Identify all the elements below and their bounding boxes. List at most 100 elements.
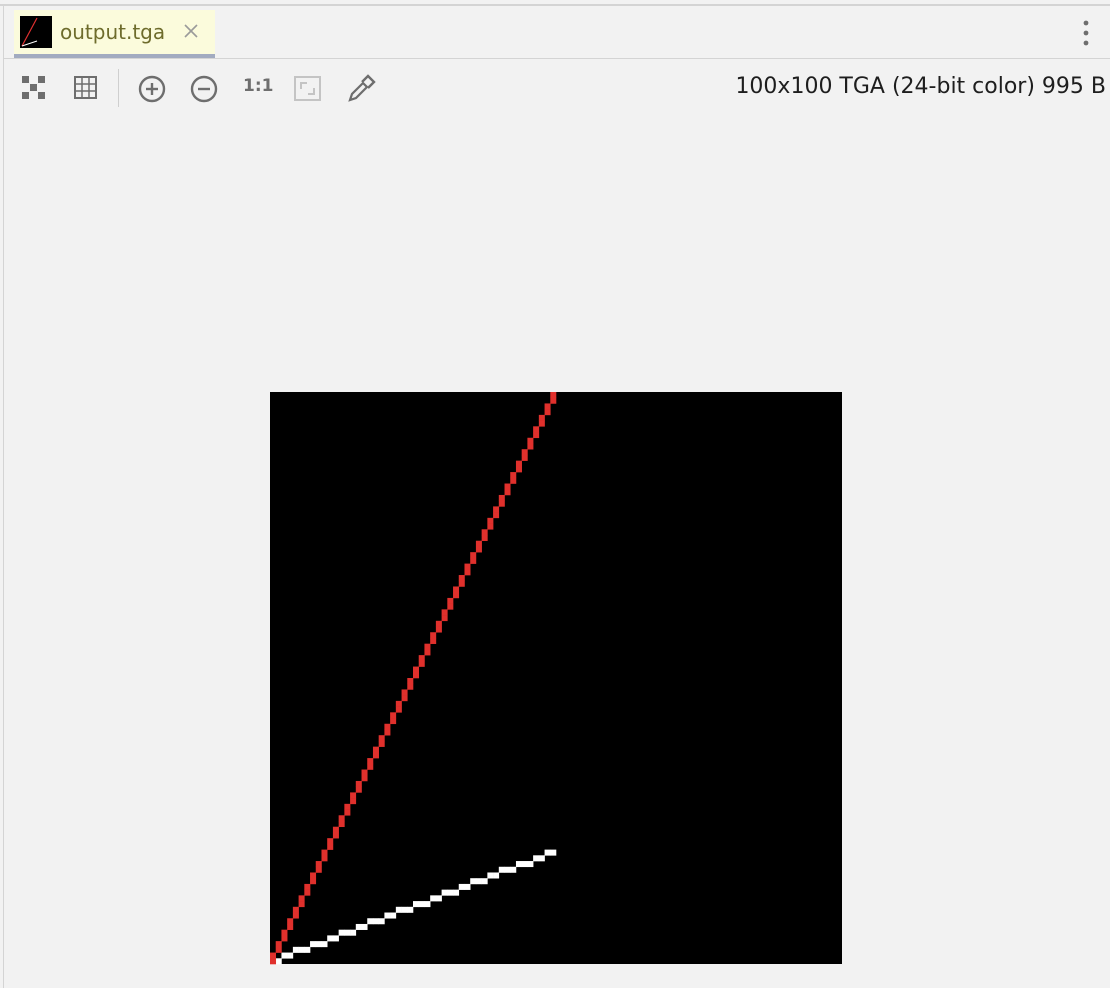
white-line-pixel <box>270 958 277 965</box>
red-line-pixel <box>481 529 488 536</box>
red-line-pixel <box>281 935 288 942</box>
white-line-pixel <box>515 861 522 868</box>
red-line-pixel <box>355 780 362 787</box>
white-line-pixel <box>447 889 454 896</box>
red-line-pixel <box>384 723 391 730</box>
red-line-pixel <box>287 923 294 930</box>
red-line-pixel <box>458 580 465 587</box>
red-line-pixel <box>327 838 334 845</box>
red-line-pixel <box>487 523 494 530</box>
white-line-pixel <box>407 906 414 913</box>
red-line-pixel <box>361 775 368 782</box>
red-line-pixel <box>401 689 408 696</box>
white-line-pixel <box>424 901 431 908</box>
zoom-in-button[interactable] <box>138 75 166 103</box>
red-line-pixel <box>281 929 288 936</box>
editor-tab[interactable]: output.tga <box>14 10 215 58</box>
red-line-pixel <box>544 409 551 416</box>
red-line-pixel <box>498 494 505 501</box>
toolbar-separator <box>118 69 119 107</box>
red-line-pixel <box>321 849 328 856</box>
close-tab-button[interactable] <box>182 22 200 40</box>
red-line-pixel <box>504 483 511 490</box>
white-line-pixel <box>550 849 557 856</box>
red-line-pixel <box>361 769 368 776</box>
red-line-pixel <box>538 420 545 427</box>
red-line-pixel <box>498 500 505 507</box>
zoom-out-button[interactable] <box>190 75 218 103</box>
white-line-pixel <box>390 912 397 919</box>
red-line-pixel <box>464 563 471 570</box>
red-line-pixel <box>378 740 385 747</box>
white-line-pixel <box>401 906 408 913</box>
red-line-pixel <box>475 546 482 553</box>
white-line-pixel <box>418 901 425 908</box>
white-line-pixel <box>367 918 374 925</box>
white-line-pixel <box>481 878 488 885</box>
white-line-pixel <box>498 866 505 873</box>
white-line-pixel <box>538 855 545 862</box>
red-line-pixel <box>538 414 545 421</box>
white-line-pixel <box>281 952 288 959</box>
red-line-pixel <box>315 866 322 873</box>
white-line-pixel <box>441 889 448 896</box>
red-line-pixel <box>310 878 317 885</box>
red-line-pixel <box>292 906 299 913</box>
red-line-pixel <box>441 615 448 622</box>
red-line-pixel <box>298 895 305 902</box>
red-line-pixel <box>430 632 437 639</box>
red-line-pixel <box>275 941 282 948</box>
red-line-pixel <box>384 729 391 736</box>
white-line-pixel <box>475 878 482 885</box>
white-line-pixel <box>527 861 534 868</box>
thumbnail-art <box>21 17 38 47</box>
white-line-pixel <box>361 923 368 930</box>
grid-toggle[interactable] <box>74 76 100 102</box>
red-line-pixel <box>401 695 408 702</box>
white-line-pixel <box>350 929 357 936</box>
red-line-pixel <box>447 597 454 604</box>
red-line-pixel <box>304 883 311 890</box>
red-line-pixel <box>350 792 357 799</box>
red-line-pixel <box>390 712 397 719</box>
red-line-pixel <box>395 700 402 707</box>
white-line-pixel <box>332 935 339 942</box>
red-line-pixel <box>424 649 431 656</box>
white-line-pixel <box>413 901 420 908</box>
fit-zoom-button[interactable] <box>294 76 322 102</box>
red-line-pixel <box>413 672 420 679</box>
red-line-pixel <box>544 403 551 410</box>
white-line-pixel <box>287 952 294 959</box>
red-line-pixel <box>338 821 345 828</box>
red-line-pixel <box>458 575 465 582</box>
red-line-pixel <box>510 477 517 484</box>
chessboard-toggle[interactable] <box>22 76 48 102</box>
red-line-pixel <box>533 426 540 433</box>
color-picker-button[interactable] <box>346 74 376 104</box>
red-line-pixel <box>504 489 511 496</box>
red-line-pixel <box>332 826 339 833</box>
red-line-pixel <box>527 437 534 444</box>
red-line-pixel <box>407 683 414 690</box>
white-line-pixel <box>372 918 379 925</box>
red-line-pixel <box>441 609 448 616</box>
red-line-pixel <box>464 569 471 576</box>
red-line-pixel <box>447 603 454 610</box>
red-line-pixel <box>430 637 437 644</box>
actual-size-button[interactable]: 1:1 <box>243 76 274 96</box>
red-line-pixel <box>481 535 488 542</box>
red-line-pixel <box>413 666 420 673</box>
white-line-pixel <box>430 895 437 902</box>
red-line-pixel <box>378 735 385 742</box>
red-line-pixel <box>418 660 425 667</box>
white-line-pixel <box>378 918 385 925</box>
white-line-pixel <box>344 929 351 936</box>
image-background <box>270 392 842 964</box>
red-line-pixel <box>515 466 522 473</box>
red-line-pixel <box>550 392 557 399</box>
red-line-pixel <box>390 718 397 725</box>
white-line-pixel <box>453 889 460 896</box>
more-options-button[interactable] <box>1080 20 1092 46</box>
white-line-pixel <box>315 941 322 948</box>
red-line-pixel <box>344 803 351 810</box>
